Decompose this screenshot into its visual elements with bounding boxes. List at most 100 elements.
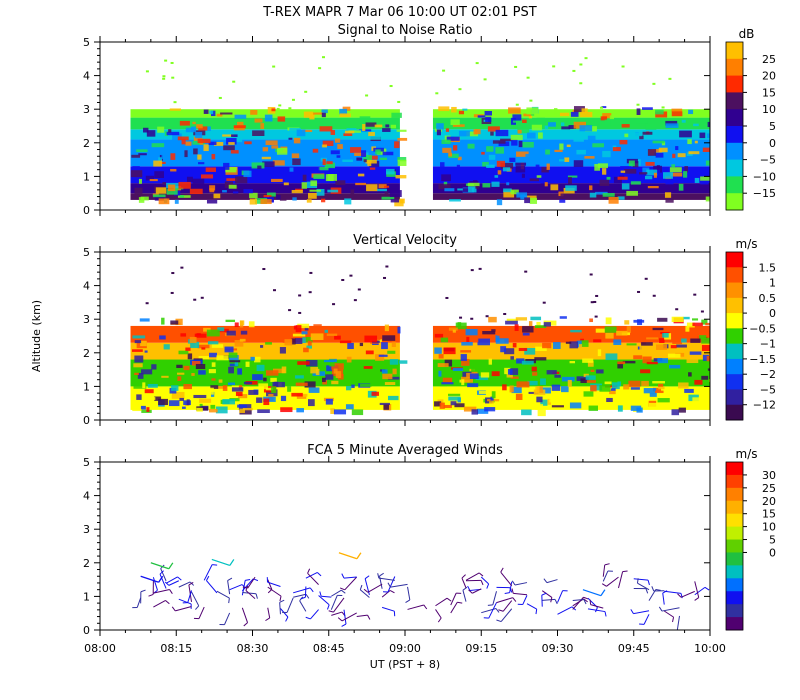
wind-barb-flag — [535, 609, 538, 615]
heatmap-cell — [518, 347, 528, 352]
heatmap-cell — [139, 318, 150, 322]
wind-barb — [602, 570, 609, 582]
heatmap-cell — [665, 178, 674, 185]
heatmap-cell — [271, 108, 276, 112]
heatmap-cell — [681, 338, 687, 343]
colorbar-swatch — [726, 313, 743, 329]
wind-barb-flag — [651, 586, 655, 592]
heatmap-cell — [541, 167, 549, 173]
wind-barb — [509, 581, 513, 593]
wind-barb-flag — [379, 572, 384, 577]
heatmap-cell — [508, 107, 521, 114]
heatmap-cell — [291, 98, 295, 101]
heatmap-cell — [502, 167, 511, 172]
heatmap-cell — [263, 396, 276, 402]
wind-barb-flag — [255, 593, 258, 599]
heatmap-cell — [266, 192, 276, 197]
heatmap-cell — [692, 318, 699, 321]
heatmap-cell — [377, 188, 387, 192]
heatmap-cell — [216, 113, 223, 117]
heatmap-cell — [602, 192, 615, 197]
heatmap-cell — [228, 366, 234, 374]
wind-barb — [227, 580, 231, 595]
heatmap-band — [130, 117, 400, 130]
heatmap-cell — [561, 376, 575, 382]
wind-barb — [224, 612, 231, 625]
heatmap-cell — [371, 391, 379, 396]
heatmap-cell — [208, 141, 217, 146]
heatmap-cell — [490, 396, 494, 401]
heatmap-cell — [265, 140, 278, 146]
y-axis: 0 1 2 3 4 5 — [83, 456, 710, 637]
heatmap-cell — [665, 123, 679, 128]
wind-barb — [338, 552, 358, 560]
heatmap-cell — [657, 358, 669, 364]
heatmap-cell — [630, 181, 641, 185]
heatmap-cell — [438, 354, 444, 359]
wind-barb — [602, 564, 606, 577]
wind-barb — [557, 606, 573, 615]
heatmap-cell — [559, 316, 567, 319]
heatmap-cell — [237, 121, 244, 126]
heatmap-cell — [310, 180, 318, 186]
colorbar-label: −15 — [753, 187, 776, 200]
heatmap-cell — [272, 368, 286, 374]
colorbar-swatch — [726, 193, 743, 211]
heatmap-cell — [382, 373, 393, 380]
wind-barb — [557, 590, 564, 603]
wind-barb — [356, 614, 368, 617]
heatmap-cell — [295, 188, 303, 192]
x-tick-label: 09:30 — [542, 642, 574, 655]
heatmap-cell — [590, 385, 597, 392]
heatmap-cell — [452, 368, 464, 371]
heatmap-cell — [368, 155, 378, 160]
colorbar-swatch — [726, 617, 743, 631]
heatmap-cell — [524, 197, 531, 204]
wind-barb-flag — [647, 579, 650, 586]
heatmap-cell — [536, 396, 543, 403]
colorbar-label: 5 — [769, 534, 776, 547]
heatmap-cell — [542, 181, 547, 188]
wind-barb-flag — [158, 575, 164, 583]
heatmap-cell — [498, 141, 510, 147]
heatmap-cell — [365, 122, 377, 127]
wind-barb — [152, 577, 158, 591]
heatmap-cell — [613, 176, 622, 184]
heatmap-cell — [475, 375, 489, 381]
heatmap-cell — [191, 373, 195, 376]
heatmap-cell — [547, 398, 552, 405]
heatmap-cell — [506, 182, 510, 186]
wind-barb-flag — [317, 572, 322, 577]
heatmap-cell — [517, 127, 530, 134]
heatmap-cell — [169, 177, 175, 184]
heatmap-cell — [132, 408, 142, 412]
wind-barb — [279, 602, 281, 615]
wind-barb — [472, 588, 482, 594]
heatmap-cell — [190, 341, 200, 349]
colorbar-swatch — [726, 526, 743, 541]
heatmap-cell — [342, 106, 351, 111]
heatmap-cell — [580, 378, 587, 384]
heatmap-cell — [381, 342, 388, 350]
heatmap-cell — [223, 145, 235, 151]
heatmap-cell — [639, 135, 644, 140]
heatmap-cell — [322, 380, 328, 385]
heatmap-cell — [599, 106, 603, 109]
heatmap-cell — [134, 340, 142, 344]
heatmap-cell — [179, 195, 185, 198]
heatmap-cell — [263, 377, 267, 382]
heatmap-cell — [635, 119, 648, 124]
heatmap-cell — [271, 386, 277, 394]
heatmap-cell — [189, 336, 197, 344]
heatmap-cell — [705, 322, 710, 326]
wind-barb — [663, 610, 674, 618]
y-tick-label: 2 — [83, 137, 90, 150]
heatmap-cell — [535, 164, 540, 172]
heatmap-cell — [491, 391, 496, 399]
heatmap-cell — [364, 335, 378, 343]
heatmap-cell — [260, 199, 272, 205]
wind-barb-flag — [512, 597, 517, 602]
heatmap-cell — [576, 340, 582, 348]
heatmap-cell — [475, 62, 479, 65]
wind-barb — [381, 606, 395, 612]
